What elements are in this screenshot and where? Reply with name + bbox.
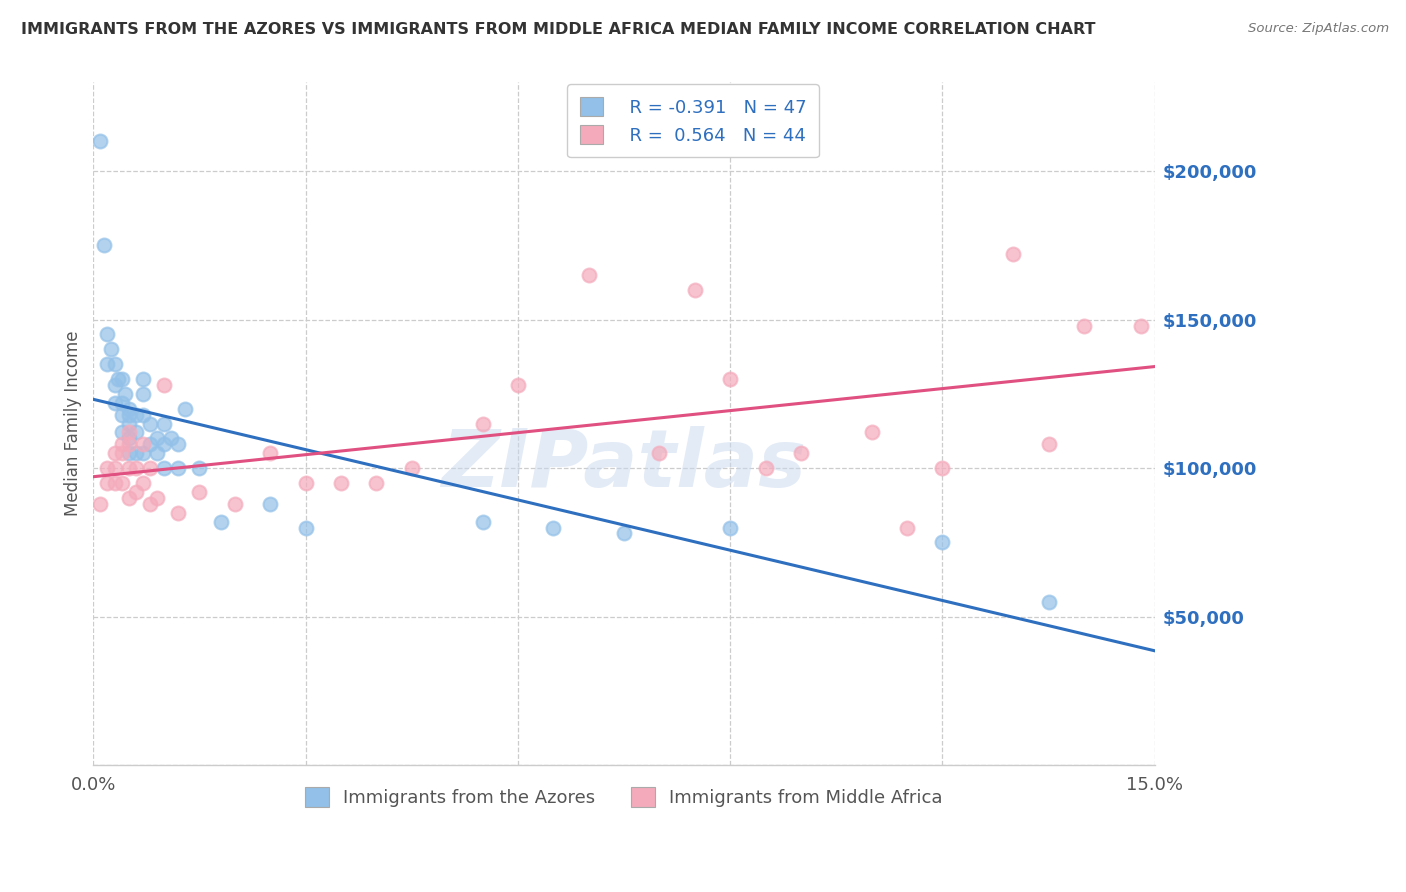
Point (96, 461, 118, 475)
Point (93, 238, 115, 252)
Point (648, 446, 671, 460)
Point (111, 437, 134, 451)
Point (931, 535, 953, 549)
Point (96, 357, 118, 371)
Point (132, 475, 155, 490)
Point (118, 425, 141, 440)
Point (543, 520, 565, 534)
Point (209, 515, 232, 529)
Point (790, 446, 813, 460)
Point (224, 497, 246, 511)
Point (111, 425, 134, 440)
Point (125, 461, 148, 475)
Point (132, 446, 155, 460)
Point (167, 461, 190, 475)
Point (896, 520, 918, 534)
Point (174, 401, 197, 416)
Point (153, 437, 176, 451)
Point (259, 446, 281, 460)
Point (118, 491, 141, 505)
Point (146, 491, 169, 505)
Point (132, 387, 155, 401)
Point (111, 372, 134, 386)
Point (100, 343, 122, 357)
Point (139, 437, 162, 451)
Point (103, 475, 125, 490)
Point (96, 327, 118, 342)
Y-axis label: Median Family Income: Median Family Income (65, 331, 82, 516)
Point (118, 431, 141, 445)
Point (188, 484, 211, 499)
Point (167, 437, 190, 451)
Point (931, 461, 953, 475)
Point (294, 475, 316, 490)
Point (153, 461, 176, 475)
Point (118, 408, 141, 422)
Point (153, 417, 176, 431)
Point (96, 475, 118, 490)
Text: IMMIGRANTS FROM THE AZORES VS IMMIGRANTS FROM MIDDLE AFRICA MEDIAN FAMILY INCOME: IMMIGRANTS FROM THE AZORES VS IMMIGRANTS… (21, 22, 1095, 37)
Point (139, 461, 162, 475)
Point (103, 461, 125, 475)
Point (103, 357, 125, 371)
Point (401, 461, 423, 475)
Point (132, 437, 155, 451)
Point (111, 446, 134, 460)
Point (146, 431, 169, 445)
Point (613, 526, 636, 541)
Legend: Immigrants from the Azores, Immigrants from Middle Africa: Immigrants from the Azores, Immigrants f… (298, 780, 950, 814)
Point (125, 446, 148, 460)
Point (153, 378, 176, 392)
Point (294, 520, 316, 534)
Point (139, 417, 162, 431)
Point (1038, 595, 1060, 609)
Point (111, 475, 134, 490)
Point (125, 484, 148, 499)
Point (188, 461, 211, 475)
Point (111, 396, 134, 410)
Point (132, 372, 155, 386)
Point (259, 497, 281, 511)
Point (506, 378, 529, 392)
Point (330, 475, 353, 490)
Point (103, 378, 125, 392)
Point (1002, 247, 1025, 261)
Point (718, 372, 741, 386)
Point (118, 437, 141, 451)
Point (103, 396, 125, 410)
Point (132, 408, 155, 422)
Point (125, 408, 148, 422)
Point (114, 387, 136, 401)
Point (111, 408, 134, 422)
Point (1073, 318, 1095, 333)
Point (118, 417, 141, 431)
Point (578, 268, 600, 282)
Point (103, 446, 125, 460)
Point (754, 461, 776, 475)
Point (125, 425, 148, 440)
Point (118, 461, 141, 475)
Point (118, 446, 141, 460)
Point (718, 520, 741, 534)
Point (160, 431, 183, 445)
Point (89, 497, 111, 511)
Point (366, 475, 388, 490)
Point (118, 401, 141, 416)
Point (89, 134, 111, 148)
Point (167, 506, 190, 520)
Point (1038, 437, 1060, 451)
Point (471, 417, 494, 431)
Point (860, 425, 883, 440)
Point (146, 446, 169, 460)
Point (1129, 318, 1152, 333)
Point (683, 283, 706, 297)
Point (107, 372, 129, 386)
Point (139, 497, 162, 511)
Text: Source: ZipAtlas.com: Source: ZipAtlas.com (1249, 22, 1389, 36)
Point (471, 515, 494, 529)
Text: ZIPatlas: ZIPatlas (441, 425, 807, 504)
